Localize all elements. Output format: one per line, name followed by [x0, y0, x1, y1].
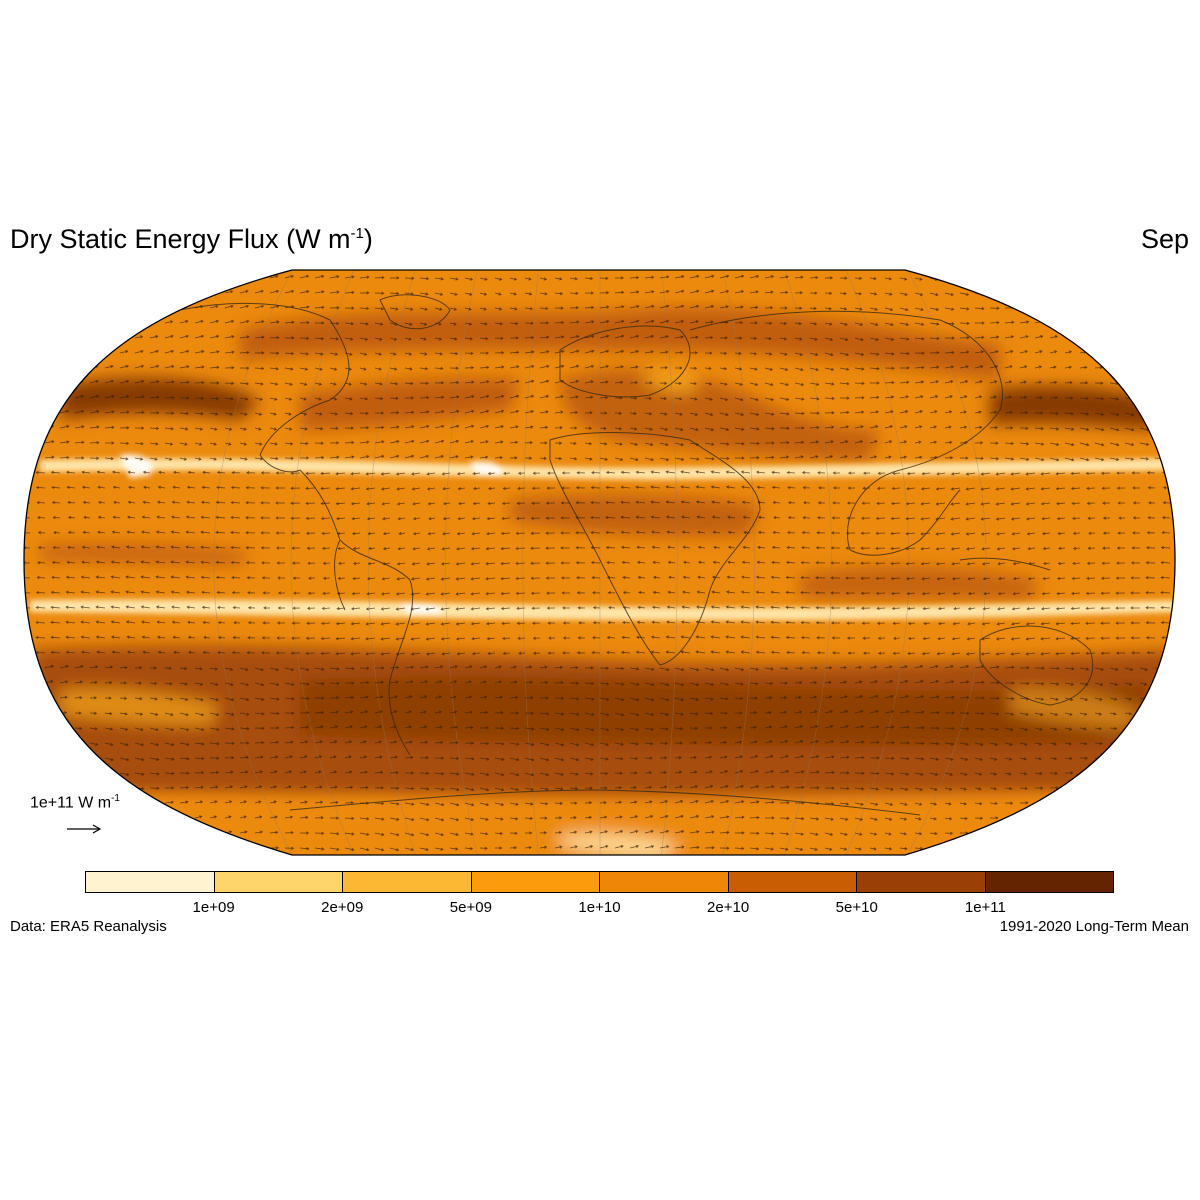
graticule-meridian: [722, 270, 755, 855]
colorbar-segment-3: [471, 872, 600, 892]
period-label: 1991-2020 Long-Term Mean: [999, 918, 1189, 935]
colorbar-tick-label: 1e+09: [192, 899, 235, 916]
flux-map: [23, 269, 1176, 856]
reference-vector-label: 1e+11 W m-1: [30, 793, 120, 812]
colorbar-tick-label: 2e+09: [321, 899, 364, 916]
colorbar-tick-label: 1e+10: [578, 899, 621, 916]
colorbar-segment-7: [985, 872, 1113, 892]
colorbar-segment-5: [728, 872, 857, 892]
colorbar-segment-2: [343, 872, 472, 892]
graticule-meridian: [213, 270, 293, 855]
colorbar: [85, 871, 1114, 893]
colorbar-tick-label: 5e+09: [449, 899, 492, 916]
graticule-meridian: [845, 270, 910, 855]
graticule-meridian: [661, 270, 678, 855]
reference-vector-arrow: [67, 824, 102, 834]
graticule-meridian: [907, 270, 987, 855]
field-bands-tropics: [40, 494, 1040, 600]
colorbar-segment-4: [600, 872, 729, 892]
map-field: [24, 270, 1175, 855]
field-bands-north: [60, 308, 1160, 460]
graticule-meridian: [445, 270, 478, 855]
colorbar-tick-label: 1e+11: [964, 899, 1006, 916]
colorbar-tick-label: 5e+10: [835, 899, 878, 916]
field-bands-south: [30, 645, 1175, 802]
map-title: Dry Static Energy Flux (W m-1): [10, 224, 373, 254]
colorbar-segment-0: [86, 872, 215, 892]
colorbar-segment-6: [857, 872, 986, 892]
colorbar-tick-label: 2e+10: [707, 899, 750, 916]
field-band-s-light: [30, 599, 1175, 621]
month-label: Sep: [1140, 224, 1189, 254]
data-source: Data: ERA5 Reanalysis: [10, 918, 167, 935]
graticule-meridian: [290, 270, 355, 855]
colorbar-segment-1: [214, 872, 343, 892]
